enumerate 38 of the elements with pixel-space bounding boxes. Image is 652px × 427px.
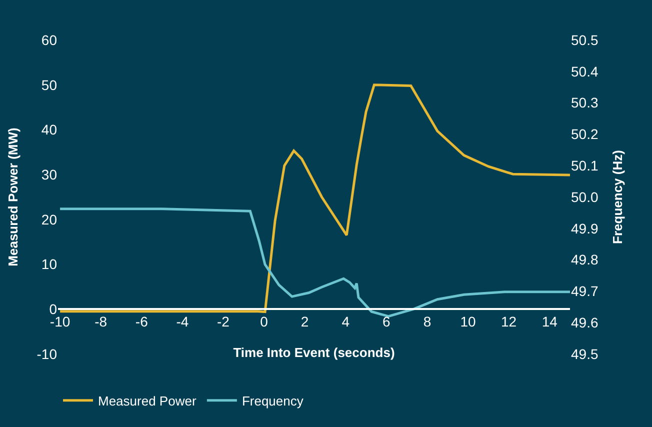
x-tick-label: 6 bbox=[382, 314, 391, 330]
x-tick-label: 2 bbox=[300, 314, 309, 330]
line-series bbox=[58, 208, 570, 318]
x-tick-label: -2 bbox=[217, 314, 230, 330]
y-tick-label: 10 bbox=[41, 256, 58, 272]
x-tick-label: -4 bbox=[176, 314, 189, 330]
y-tick-label: 0 bbox=[49, 301, 58, 318]
line-series bbox=[58, 84, 570, 314]
y2-tick-label: 50.3 bbox=[571, 94, 598, 111]
x-tick-label: 0 bbox=[260, 314, 268, 330]
y2-tick-label: 50.4 bbox=[571, 63, 598, 80]
y2-tick-label: 50.1 bbox=[571, 158, 598, 174]
y2-tick-label: 50.2 bbox=[571, 126, 598, 142]
y2-tick-label: 49.6 bbox=[571, 314, 598, 330]
y-tick-label: 40 bbox=[41, 122, 58, 138]
x-tick-label: 8 bbox=[423, 314, 432, 330]
y2-tick-label: 50.0 bbox=[571, 188, 598, 205]
y2-tick-label: 49.7 bbox=[571, 283, 598, 300]
y-tick-label: 30 bbox=[41, 166, 58, 182]
y-tick-label: -10 bbox=[36, 346, 58, 362]
y-tick-label: 60 bbox=[41, 32, 58, 48]
y2-tick-label: 49.8 bbox=[571, 252, 598, 268]
legend-label: Frequency bbox=[242, 393, 304, 408]
y2-tick-label: 50.5 bbox=[571, 32, 598, 48]
x-tick-label: 12 bbox=[501, 314, 517, 330]
y-tick-label: 50 bbox=[41, 76, 58, 93]
x-tick-label: -6 bbox=[135, 314, 148, 330]
y-axis-title: Measured Power (MW) bbox=[6, 128, 21, 266]
x-tick-label: 10 bbox=[460, 314, 476, 330]
x-tick-label: 4 bbox=[342, 314, 350, 330]
x-tick-label: 14 bbox=[542, 314, 558, 330]
x-tick-label: -8 bbox=[94, 314, 108, 330]
legend-label: Measured Power bbox=[98, 393, 197, 408]
x-axis-title: Time Into Event (seconds) bbox=[233, 344, 395, 360]
y2-tick-label: 49.5 bbox=[571, 346, 598, 362]
y2-tick-label: 49.9 bbox=[571, 220, 598, 236]
y2-axis-title: Frequency (Hz) bbox=[610, 150, 626, 244]
y-tick-label: 20 bbox=[41, 211, 58, 228]
